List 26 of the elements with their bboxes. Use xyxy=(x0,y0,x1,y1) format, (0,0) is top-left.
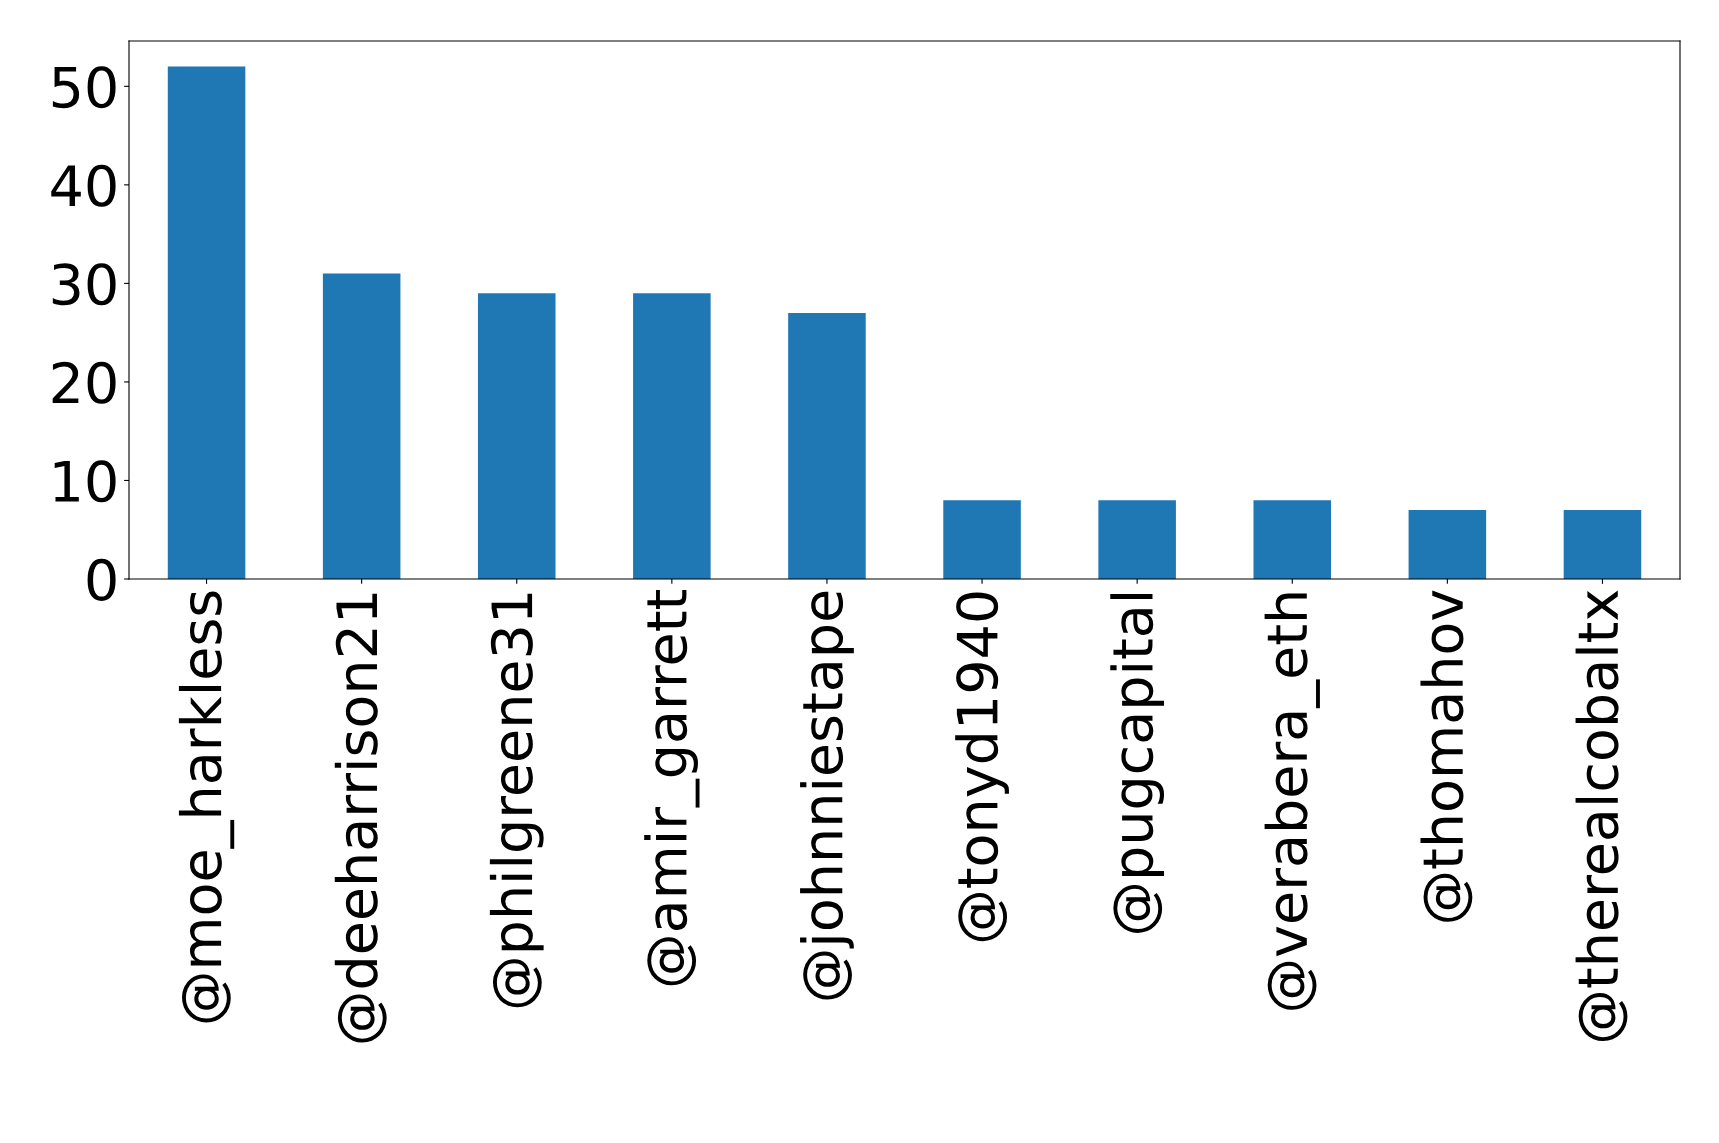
bar xyxy=(1098,500,1176,579)
x-tick-label: @amir_garrett xyxy=(644,590,700,986)
x-tick-label: @verabera_eth xyxy=(1264,593,1320,1010)
bar xyxy=(477,293,556,579)
bar xyxy=(167,66,246,579)
bar xyxy=(943,500,1021,579)
bar xyxy=(633,293,711,579)
x-tick-label: @therealcobaltx xyxy=(1575,590,1628,1041)
x-tick-label: @johnniestape xyxy=(800,591,854,1000)
bar xyxy=(1563,510,1642,579)
bar xyxy=(1253,500,1332,579)
bar xyxy=(788,312,866,579)
bar xyxy=(322,273,401,579)
y-tick-label: 40 xyxy=(51,164,116,207)
x-tick-label: @thomahov xyxy=(1420,590,1473,922)
y-tick-label: 10 xyxy=(54,460,116,503)
x-tick-label: @moe_harkless xyxy=(178,591,235,1023)
x-tick-label: @deeharrison21 xyxy=(334,593,387,1043)
x-tick-label: @tonyd1940 xyxy=(955,592,1009,942)
y-tick-label: 0 xyxy=(87,558,116,601)
x-tick-label: @pugcapital xyxy=(1110,593,1165,933)
bar xyxy=(1408,510,1487,579)
x-tick-label: @philgreene31 xyxy=(489,593,544,1008)
y-tick-label: 20 xyxy=(52,361,116,404)
y-tick-label: 30 xyxy=(52,263,116,306)
y-tick-label: 50 xyxy=(52,66,116,109)
